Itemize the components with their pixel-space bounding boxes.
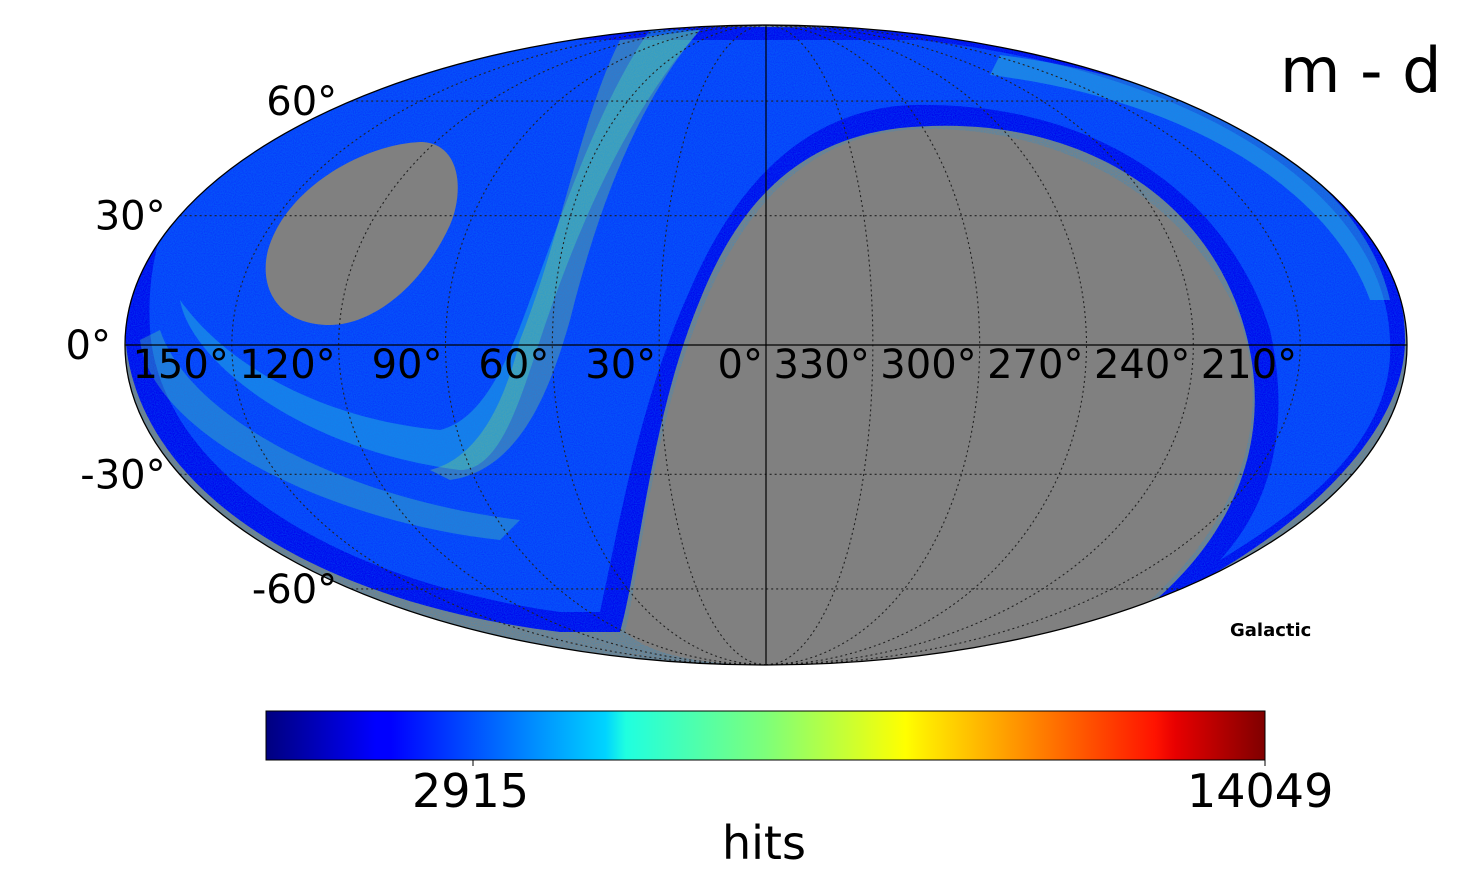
latitude-tick-labels: 60° 30° 0° -30° -60° [66,79,338,613]
meridian-line [444,25,767,665]
latitude-tick-label: -60° [252,567,337,613]
longitude-tick-label: 120° [239,342,335,388]
longitude-tick-label: 90° [372,342,443,388]
colorbar-min-label: 2915 [412,764,530,818]
colorbar-axis-label: hits [722,816,806,870]
colorbar [265,710,1266,761]
latitude-tick-label: 30° [95,194,166,240]
meridian-line [338,25,767,665]
longitude-tick-label: 0° [718,342,763,388]
map-title: m - d [1280,34,1442,107]
map-body [125,25,1407,665]
longitude-tick-label: 240° [1094,342,1190,388]
longitude-tick-label: 150° [132,342,228,388]
unseen-hole-left [265,142,458,325]
latitude-tick-label: 60° [266,79,337,125]
latitude-tick-label: -30° [80,452,165,498]
longitude-tick-label: 60° [478,342,549,388]
latitude-tick-label: 0° [66,323,111,369]
longitude-tick-label: 270° [987,342,1083,388]
meridian-line [765,25,1088,665]
map-boundary [124,24,1408,666]
longitude-tick-labels: 150° 120° 90° 60° 30° 0° 330° 300° 270° 240° 210° [132,342,1297,388]
colorbar-max-label: 14049 [1187,764,1334,818]
longitude-tick-label: 210° [1201,342,1297,388]
unseen-region-main [625,129,1253,665]
coordinate-system-label: Galactic [1230,620,1312,641]
longitude-tick-label: 330° [773,342,869,388]
longitude-tick-label: 300° [880,342,976,388]
longitude-tick-label: 30° [585,342,656,388]
